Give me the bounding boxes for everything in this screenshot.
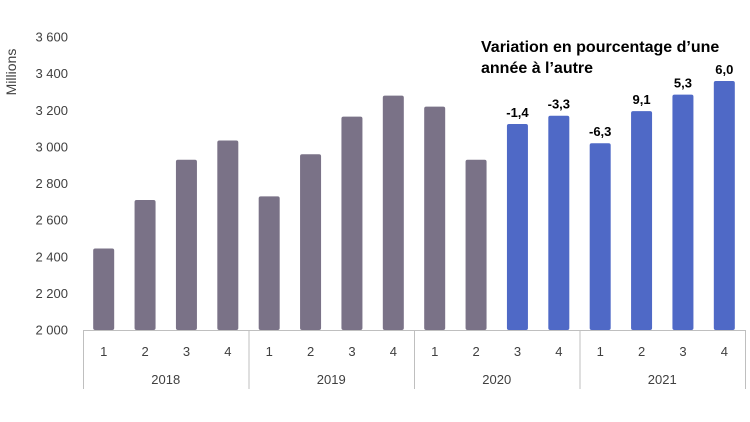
y-axis-ticks: 2 000 2 200 2 400 2 600 2 800 3 000 3 200 3 400… <box>35 30 68 338</box>
group-label: 2018 <box>151 372 180 387</box>
x-tick-label: 4 <box>390 344 397 359</box>
annotation-line-2: année à l’autre <box>481 60 593 77</box>
bar <box>93 248 115 330</box>
bar <box>341 116 363 330</box>
x-tick-label: 1 <box>597 344 604 359</box>
data-label: -6,3 <box>589 124 611 139</box>
annotation-line-1: Variation en pourcentage d’une <box>481 39 719 56</box>
y-tick-label: 3 200 <box>35 103 68 118</box>
x-tick-label: 4 <box>721 344 728 359</box>
x-tick-label: 3 <box>348 344 355 359</box>
bar <box>465 159 487 330</box>
group-label: 2021 <box>648 372 677 387</box>
bar <box>382 95 404 330</box>
y-tick-label: 2 600 <box>35 213 68 228</box>
x-tick-label: 2 <box>307 344 314 359</box>
y-axis-label: Millions <box>3 49 19 96</box>
annotation-text: Variation en pourcentage d’une année à l… <box>481 39 719 77</box>
bar <box>631 111 653 331</box>
x-tick-label: 3 <box>183 344 190 359</box>
bar <box>424 106 446 331</box>
x-tick-label: 1 <box>100 344 107 359</box>
bar <box>217 140 239 330</box>
x-axis: 1 2 3 4 1 2 3 4 1 2 3 4 1 2 3 4 2018 2019 2020 2021 <box>83 330 746 389</box>
bar <box>258 196 280 330</box>
bar <box>589 143 611 330</box>
x-tick-label: 2 <box>638 344 645 359</box>
x-tick-label: 3 <box>679 344 686 359</box>
bar <box>300 154 322 330</box>
data-label: -3,3 <box>548 97 570 112</box>
y-tick-label: 2 400 <box>35 249 68 264</box>
data-label: 6,0 <box>715 62 733 77</box>
data-label: 5,3 <box>674 76 692 91</box>
x-tick-label: 2 <box>472 344 479 359</box>
x-tick-label: 4 <box>555 344 562 359</box>
bar <box>548 115 570 331</box>
y-tick-label: 3 600 <box>35 30 68 45</box>
y-tick-label: 2 200 <box>35 286 68 301</box>
group-label: 2020 <box>482 372 511 387</box>
x-tick-label: 1 <box>431 344 438 359</box>
bar-series: -1,4 -3,3 -6,3 9,1 5,3 6,0 <box>93 62 735 331</box>
bar <box>175 159 197 330</box>
y-tick-label: 3 000 <box>35 139 68 154</box>
group-label: 2019 <box>317 372 346 387</box>
x-tick-label: 4 <box>224 344 231 359</box>
x-tick-label: 3 <box>514 344 521 359</box>
y-tick-label: 2 000 <box>35 323 68 338</box>
x-tick-label: 2 <box>141 344 148 359</box>
x-tick-label: 1 <box>266 344 273 359</box>
data-label: -1,4 <box>506 105 529 120</box>
bar <box>134 199 156 330</box>
data-label: 9,1 <box>633 92 651 107</box>
y-tick-label: 2 800 <box>35 176 68 191</box>
bar <box>672 94 694 330</box>
bar <box>713 80 735 330</box>
y-tick-label: 3 400 <box>35 66 68 81</box>
bar <box>506 123 528 330</box>
